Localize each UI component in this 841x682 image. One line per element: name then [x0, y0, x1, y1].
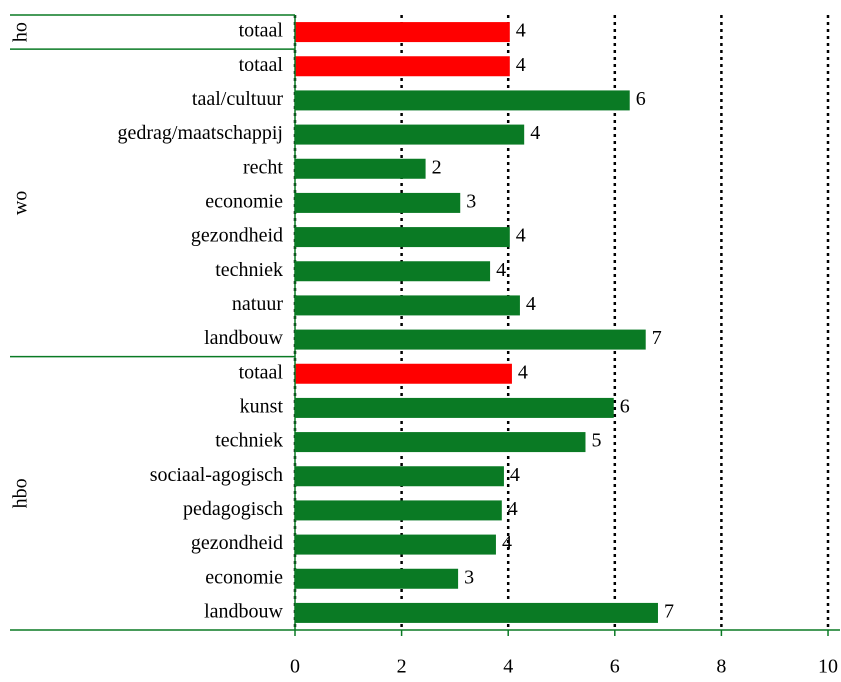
- bar: [295, 90, 630, 111]
- y-tick-label: totaal: [239, 20, 284, 42]
- x-tick-label: 4: [503, 656, 513, 678]
- value-label: 3: [464, 566, 474, 588]
- y-tick-label: recht: [243, 156, 283, 178]
- value-label: 4: [516, 54, 526, 76]
- bar: [295, 534, 496, 555]
- bar: [295, 363, 512, 384]
- value-label: 7: [664, 601, 674, 623]
- bar: [295, 192, 461, 213]
- group-label: hbo: [10, 478, 32, 508]
- bar: [295, 22, 510, 43]
- value-label: 2: [432, 156, 442, 178]
- value-label: 6: [620, 396, 630, 418]
- value-label: 4: [530, 122, 540, 144]
- y-tick-label: landbouw: [204, 327, 283, 349]
- x-tick-label: 2: [397, 656, 407, 678]
- y-tick-label: gedrag/maatschappij: [118, 122, 284, 144]
- y-tick-label: techniek: [215, 430, 283, 452]
- group-label: wo: [10, 191, 32, 215]
- bar: [295, 397, 614, 418]
- value-label: 4: [508, 498, 518, 520]
- value-label: 4: [510, 464, 520, 486]
- bar: [295, 500, 502, 521]
- y-tick-label: gezondheid: [191, 532, 283, 554]
- bar: [295, 432, 586, 453]
- y-tick-label: kunst: [240, 396, 284, 418]
- value-label: 3: [466, 191, 476, 213]
- value-label: 4: [496, 259, 506, 281]
- bar: [295, 602, 658, 623]
- y-tick-label: pedagogisch: [183, 498, 283, 520]
- y-tick-label: landbouw: [204, 601, 283, 623]
- value-label: 4: [502, 532, 512, 554]
- y-tick-label: taal/cultuur: [192, 88, 283, 110]
- bar: [295, 56, 510, 77]
- y-tick-label: economie: [205, 566, 283, 588]
- group-label: ho: [10, 22, 32, 42]
- value-label: 4: [516, 20, 526, 42]
- bar: [295, 466, 504, 487]
- x-tick-label: 8: [716, 656, 726, 678]
- y-tick-label: gezondheid: [191, 225, 283, 247]
- x-tick-label: 6: [610, 656, 620, 678]
- value-label: 7: [652, 327, 662, 349]
- value-label: 4: [518, 361, 528, 383]
- bar: [295, 295, 520, 316]
- value-label: 5: [591, 430, 601, 452]
- value-label: 4: [526, 293, 536, 315]
- bar: [295, 329, 646, 350]
- x-tick-label: 10: [818, 656, 838, 678]
- y-tick-label: sociaal-agogisch: [150, 464, 283, 486]
- bar: [295, 568, 459, 589]
- y-tick-label: totaal: [239, 54, 284, 76]
- bar: [295, 124, 525, 145]
- value-label: 6: [636, 88, 646, 110]
- bar: [295, 227, 510, 248]
- value-label: 4: [516, 225, 526, 247]
- y-tick-label: totaal: [239, 361, 284, 383]
- y-tick-label: natuur: [232, 293, 283, 315]
- bar: [295, 261, 491, 282]
- y-tick-label: economie: [205, 191, 283, 213]
- y-tick-label: techniek: [215, 259, 283, 281]
- bar: [295, 158, 426, 179]
- x-tick-label: 0: [290, 656, 300, 678]
